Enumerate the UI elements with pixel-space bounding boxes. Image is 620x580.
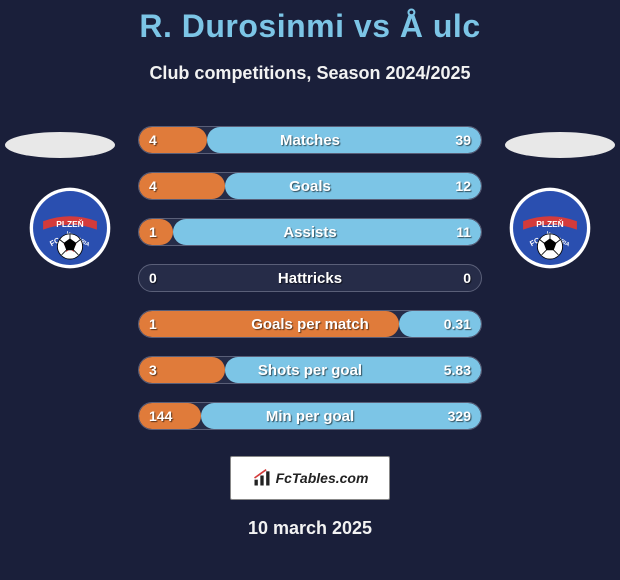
fctables-logo: FcTables.com [230,456,390,500]
comparison-panel: PLZEŇ FC VIKTORIA PLZEŇ FC VIKTORIA [0,108,620,430]
page-title: R. Durosinmi vs Å ulc [0,0,620,45]
svg-text:PLZEŇ: PLZEŇ [536,218,563,229]
subtitle: Club competitions, Season 2024/2025 [0,63,620,84]
right-club-badge: PLZEŇ FC VIKTORIA [500,186,600,270]
left-bar [139,173,225,199]
right-ribbon [505,132,615,158]
left-value: 0 [149,265,157,291]
stat-row: 144329Min per goal [138,402,482,430]
right-bar [225,357,482,383]
right-bar [225,173,482,199]
left-club-badge: PLZEŇ FC VIKTORIA [20,186,120,270]
right-bar [207,127,481,153]
svg-text:PLZEŇ: PLZEŇ [56,218,83,229]
logo-text: FcTables.com [276,470,369,486]
left-bar [139,357,225,383]
right-bar [399,311,481,337]
left-bar [139,403,201,429]
stat-row: 412Goals [138,172,482,200]
left-ribbon [5,132,115,158]
date-label: 10 march 2025 [0,518,620,539]
stat-row: 111Assists [138,218,482,246]
stat-row: 10.31Goals per match [138,310,482,338]
left-bar [139,127,207,153]
right-bar [201,403,481,429]
right-bar [173,219,481,245]
stat-row: 0 0Hattricks [138,264,482,292]
left-bar [139,311,399,337]
chart-icon [252,468,272,488]
stat-row: 35.83Shots per goal [138,356,482,384]
stats-bars: 439Matches 412Goals 111Assists 0 0Hattricks 1… [138,108,482,430]
left-bar [139,219,173,245]
stat-row: 439Matches [138,126,482,154]
right-value: 0 [463,265,471,291]
stat-label: Hattricks [139,265,481,291]
